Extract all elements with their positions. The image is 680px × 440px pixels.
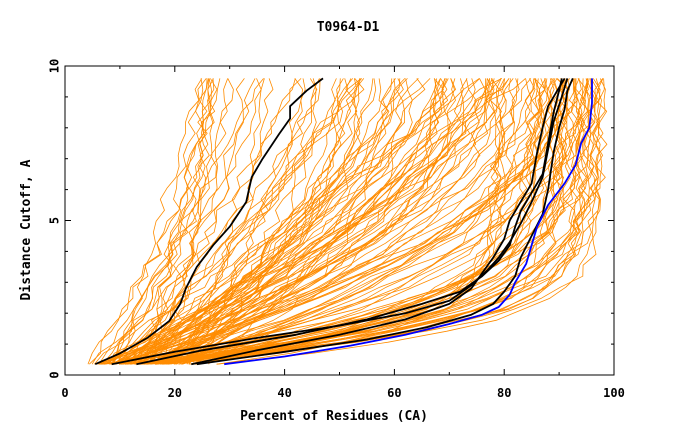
background-model-line <box>154 78 539 365</box>
highlight-model-line <box>191 77 566 366</box>
x-tick-label: 0 <box>61 386 68 400</box>
background-model-line <box>135 78 494 365</box>
background-model-line <box>134 78 593 365</box>
background-model-line <box>188 78 365 365</box>
x-tick-label: 60 <box>387 386 401 400</box>
x-tick-label: 80 <box>497 386 511 400</box>
background-model-line <box>163 78 449 365</box>
background-model-line <box>147 78 256 365</box>
background-model-line <box>117 78 203 365</box>
highlight-model-line <box>94 77 324 366</box>
background-model-line <box>145 78 535 365</box>
x-tick-label: 100 <box>603 386 625 400</box>
background-model-line <box>94 78 480 365</box>
background-model-line <box>136 78 320 365</box>
background-model-line <box>141 78 221 365</box>
background-model-line <box>142 78 476 365</box>
background-model-line <box>118 78 488 365</box>
background-model-line <box>165 78 582 365</box>
background-model-line <box>138 78 502 365</box>
background-model-line <box>99 78 532 365</box>
y-tick-label: 10 <box>48 59 62 73</box>
background-model-line <box>115 78 264 365</box>
y-axis-label: Distance Cutoff, A <box>19 159 34 300</box>
y-tick-label: 0 <box>48 371 62 378</box>
background-model-line <box>120 78 354 365</box>
background-model-line <box>181 78 390 365</box>
background-model-line <box>146 78 296 365</box>
background-model-line <box>98 78 234 365</box>
background-model-line <box>139 78 565 365</box>
background-model-line <box>131 78 546 365</box>
background-model-line <box>126 78 361 365</box>
background-model-line <box>129 78 585 365</box>
background-model-line <box>189 78 303 365</box>
background-model-line <box>98 78 588 365</box>
background-model-line <box>150 78 204 365</box>
background-model-line <box>162 78 406 365</box>
background-model-line <box>123 78 302 365</box>
background-model-line <box>163 78 212 365</box>
highlight-model-line <box>196 78 574 366</box>
background-model-line <box>155 78 570 365</box>
background-model-line <box>137 78 600 365</box>
highlight-model-line <box>136 78 563 366</box>
background-model-line <box>115 78 356 365</box>
background-model-line <box>157 78 510 365</box>
background-model-line <box>182 78 306 365</box>
background-model-line <box>119 78 448 365</box>
x-tick-label: 20 <box>168 386 182 400</box>
background-model-line <box>194 78 464 365</box>
background-model-line <box>120 78 365 365</box>
series-layer <box>87 77 608 366</box>
highlight-model-line <box>111 78 569 366</box>
background-model-line <box>216 78 601 365</box>
x-tick-label: 40 <box>277 386 291 400</box>
background-model-line <box>126 78 362 365</box>
background-model-line <box>134 78 556 365</box>
background-model-line <box>110 78 208 365</box>
background-model-line <box>126 78 543 365</box>
axes-layer: 0 20 40 60 80 100 0 5 10 <box>48 59 625 400</box>
y-tick-label: 5 <box>48 217 62 224</box>
background-model-line <box>191 78 595 365</box>
best-model-line <box>224 78 593 366</box>
background-model-line <box>164 78 426 365</box>
background-model-line <box>146 78 455 365</box>
background-model-line <box>125 78 566 365</box>
background-model-line <box>134 78 589 365</box>
background-model-line <box>164 78 500 365</box>
background-model-line <box>173 78 438 365</box>
x-axis-label: Percent of Residues (CA) <box>240 409 428 424</box>
background-model-line <box>130 78 401 365</box>
background-model-line <box>188 78 396 365</box>
background-model-line <box>111 78 218 365</box>
background-model-line <box>174 78 546 365</box>
background-model-line <box>101 78 265 365</box>
background-model-line <box>181 78 506 365</box>
background-model-line <box>119 78 608 365</box>
background-model-line <box>176 78 469 365</box>
background-model-line <box>160 78 318 365</box>
background-model-line <box>156 78 589 365</box>
background-model-line <box>163 78 561 365</box>
background-model-line <box>146 78 229 365</box>
chart-title: T0964-D1 <box>317 20 380 35</box>
